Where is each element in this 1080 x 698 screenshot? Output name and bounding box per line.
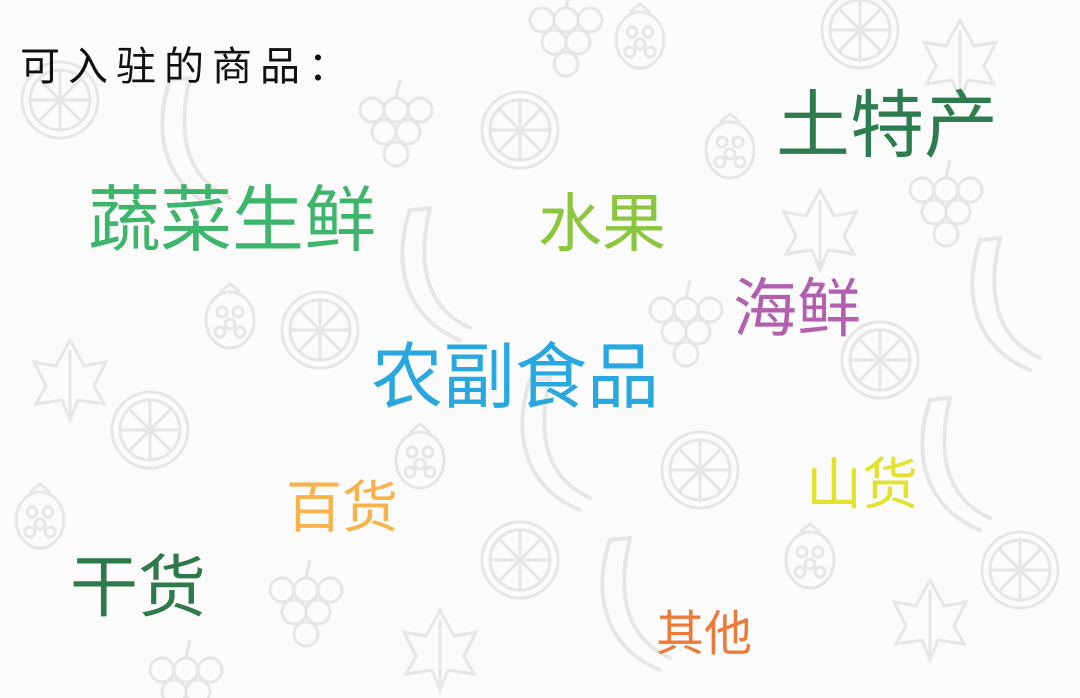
category-tag[interactable]: 其他 [656, 606, 753, 662]
category-tag[interactable]: 山货 [806, 453, 918, 518]
category-tag[interactable]: 土特产 [776, 83, 998, 169]
category-tag[interactable]: 海鲜 [733, 273, 861, 347]
category-tag[interactable]: 干货 [70, 549, 207, 628]
category-tag[interactable]: 蔬菜生鲜 [88, 178, 377, 262]
category-tag[interactable]: 农副食品 [371, 335, 660, 419]
category-tag[interactable]: 水果 [538, 188, 666, 262]
page-heading: 可入驻的商品： [20, 44, 356, 90]
category-tag[interactable]: 百货 [286, 476, 398, 541]
